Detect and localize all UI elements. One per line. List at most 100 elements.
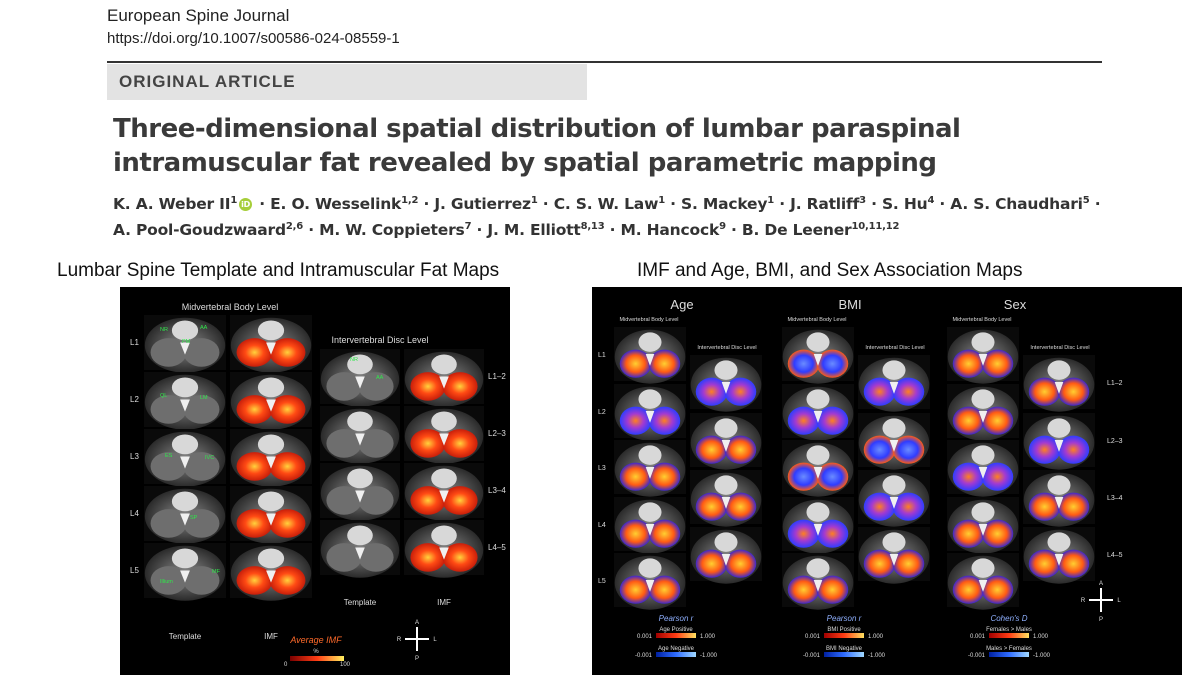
muscle-right xyxy=(816,575,849,604)
vertebral-body xyxy=(882,532,906,552)
legend-negative-label: Age Negative xyxy=(658,646,695,652)
template-slice xyxy=(144,429,226,487)
muscle-right xyxy=(724,435,757,464)
muscle-left xyxy=(619,575,652,604)
vertebral-body xyxy=(971,502,995,522)
author-separator: · xyxy=(725,221,742,240)
author-separator: · xyxy=(774,195,791,214)
vertebral-body xyxy=(171,548,199,569)
left-compass-p: P xyxy=(415,656,419,662)
muscle-right xyxy=(816,349,849,378)
muscle-right xyxy=(892,377,925,406)
author-separator: · xyxy=(934,195,951,214)
vertebral-body xyxy=(971,332,995,352)
author-name: M. W. Coppieters xyxy=(319,221,465,240)
legend-max: 100 xyxy=(340,662,351,668)
template-slice xyxy=(144,543,226,601)
right-compass-p: P xyxy=(1099,617,1103,623)
muscle-left xyxy=(410,543,446,572)
imf-slice xyxy=(230,372,312,430)
legend-negative-max: -1.000 xyxy=(700,653,718,659)
author-affiliation: 4 xyxy=(927,195,935,206)
association-slice xyxy=(614,440,686,497)
author-affiliation: 1 xyxy=(230,195,238,206)
anatomy-label: AA xyxy=(200,325,208,331)
muscle-left xyxy=(236,452,273,481)
spinous-process xyxy=(266,513,276,526)
muscle-left xyxy=(787,575,820,604)
anatomy-label: PM xyxy=(182,339,191,345)
right-compass-l: L xyxy=(1117,598,1121,604)
spinous-process xyxy=(1054,554,1064,566)
author-name: M. Hancock xyxy=(620,221,720,240)
spinous-process xyxy=(813,467,823,479)
author-affiliation: 8,13 xyxy=(580,221,605,232)
muscle-right xyxy=(724,377,757,406)
right-compass-r: R xyxy=(1081,598,1086,604)
author-name: K. A. Weber II xyxy=(113,195,231,214)
muscle-right xyxy=(269,566,306,595)
spinous-process xyxy=(266,342,276,355)
muscle-right xyxy=(442,429,478,458)
spinous-process xyxy=(978,411,988,423)
orcid-icon[interactable]: iD xyxy=(239,198,253,212)
vertebral-body xyxy=(806,558,830,578)
disc-level-label: L3–4 xyxy=(488,486,506,495)
level-label: L5 xyxy=(130,566,139,575)
positive-colorbar xyxy=(656,633,696,638)
vertebral-body xyxy=(638,502,662,522)
legend-min: 0 xyxy=(284,662,288,668)
imf-disc-slice xyxy=(404,349,484,407)
spinous-process xyxy=(266,570,276,583)
muscle-right xyxy=(816,406,849,435)
muscle-left xyxy=(326,486,362,515)
association-slice xyxy=(782,440,854,497)
spinous-process xyxy=(978,467,988,479)
vertebral-body xyxy=(714,475,738,495)
imf-colorbar xyxy=(290,656,344,661)
author-affiliation: 1 xyxy=(530,195,538,206)
author-separator: · xyxy=(303,221,320,240)
vertebral-body xyxy=(638,558,662,578)
muscle-left xyxy=(863,492,896,521)
muscle-left xyxy=(150,509,187,538)
level-label: L5 xyxy=(598,578,606,585)
level-label: L1 xyxy=(598,352,606,359)
muscle-right xyxy=(981,575,1014,604)
legend-positive-label: Females > Males xyxy=(986,627,1032,633)
legend-negative-max: -1.000 xyxy=(1033,653,1051,659)
author-affiliation: 3 xyxy=(859,195,866,206)
legend-positive-max: 1.000 xyxy=(1033,634,1049,640)
muscle-left xyxy=(326,543,362,572)
spinous-process xyxy=(645,467,655,479)
spinous-process xyxy=(721,554,731,566)
muscle-left xyxy=(236,509,273,538)
author-name: E. O. Wesselink xyxy=(270,195,402,214)
vertebral-body xyxy=(806,502,830,522)
muscle-left xyxy=(236,566,273,595)
midvertebral-title: Midvertebral Body Level xyxy=(182,302,279,312)
author-separator: · xyxy=(471,221,488,240)
group-midvertebral-title: Midvertebral Body Level xyxy=(787,317,846,323)
association-slice xyxy=(782,384,854,441)
vertebral-body xyxy=(638,445,662,465)
anatomy-label: MF xyxy=(212,569,221,575)
author-name: J. Gutierrez xyxy=(434,195,531,214)
author-name: B. De Leener xyxy=(741,221,852,240)
negative-colorbar xyxy=(824,652,864,657)
doi-link[interactable]: https://doi.org/10.1007/s00586-024-08559… xyxy=(107,30,400,47)
anatomy-label: AA xyxy=(376,375,384,381)
author-name: J. Ratliff xyxy=(790,195,860,214)
disc-level-label: L1–2 xyxy=(1107,380,1123,387)
association-disc-slice xyxy=(1023,355,1095,412)
level-label: L2 xyxy=(598,409,606,416)
legend-positive-max: 1.000 xyxy=(700,634,716,640)
paper-title-line-2: intramuscular fat revealed by spatial pa… xyxy=(113,148,937,178)
association-slice xyxy=(782,553,854,610)
negative-colorbar xyxy=(989,652,1029,657)
group-midvertebral-title: Midvertebral Body Level xyxy=(952,317,1011,323)
muscle-left xyxy=(326,429,362,458)
muscle-right xyxy=(183,395,220,424)
level-label: L4 xyxy=(130,509,139,518)
association-slice xyxy=(782,497,854,554)
